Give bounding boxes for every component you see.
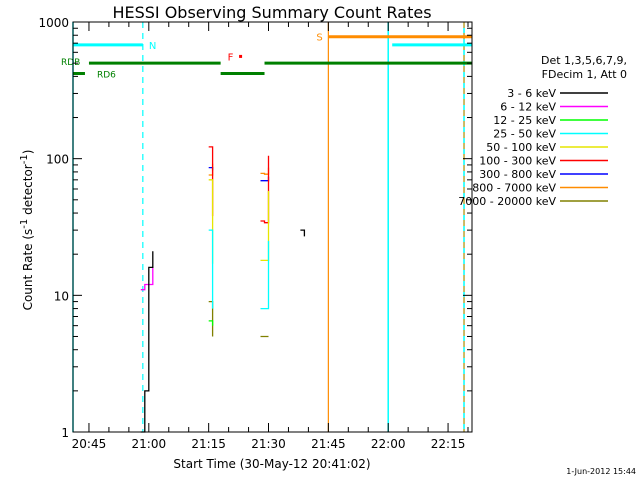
x-tick-label-4: 21:45: [311, 437, 346, 451]
y-axis-label-middle: detector: [21, 164, 35, 219]
axes: 1 10 100 1000 20:45 21:00 21:15 21:30 21:45 22:00…: [38, 16, 473, 451]
legend-label-7: 800 - 7000 keV: [472, 182, 556, 195]
y-axis-label-prefix: Count Rate (s: [21, 229, 35, 311]
legend-header-0: Det 1,3,5,6,7,9,: [541, 54, 627, 67]
series-1-line: [140, 267, 154, 291]
y-tick-label-1: 10: [54, 289, 69, 303]
s-label: S: [316, 33, 322, 44]
legend-label-4: 50 - 100 keV: [486, 141, 556, 154]
series-5-line: [208, 146, 270, 224]
series-4-line: [208, 179, 270, 264]
x-tick-label-0: 20:45: [72, 437, 107, 451]
x-tick-label-5: 22:00: [371, 437, 406, 451]
series-6-line: [208, 166, 270, 182]
series-3-line: [208, 229, 270, 310]
rd6-label: RD6: [97, 70, 116, 80]
y-tick-label-0: 1: [61, 426, 69, 440]
legend: Det 1,3,5,6,7,9,FDecim 1, Att 0 3 - 6 keV…: [458, 54, 627, 208]
x-axis-label: Start Time (30-May-12 20:41:02): [173, 457, 370, 471]
y-tick-label-2: 100: [46, 153, 69, 167]
legend-label-2: 12 - 25 keV: [493, 114, 556, 127]
y-axis-label: Count Rate (s-1 detector-1): [19, 150, 35, 311]
series-0-line: [140, 229, 306, 433]
y-axis-label-exp-2: -1: [19, 154, 30, 164]
legend-label-1: 6 - 12 keV: [500, 101, 556, 114]
rdb-label: RDB: [61, 58, 80, 68]
legend-label-0: 3 - 6 keV: [507, 87, 556, 100]
y-axis-label-suffix: ): [21, 150, 35, 155]
series-2-line: [208, 320, 214, 326]
y-axis-label-exp: -1: [19, 219, 30, 229]
legend-header-1: FDecim 1, Att 0: [542, 68, 627, 81]
chart-title: HESSI Observing Summary Count Rates: [112, 3, 431, 22]
x-tick-label-3: 21:30: [251, 437, 286, 451]
legend-label-6: 300 - 800 keV: [479, 168, 556, 181]
flare-label: F: [228, 52, 234, 63]
series-7-line: [208, 163, 270, 176]
plot-timestamp: 1-Jun-2012 15:44: [566, 467, 636, 476]
night-label: N: [149, 41, 156, 52]
plot-frame: [72, 21, 473, 433]
legend-label-5: 100 - 300 keV: [479, 155, 556, 168]
legend-label-3: 25 - 50 keV: [493, 128, 556, 141]
flare-marker: [239, 54, 243, 58]
legend-label-8: 7000 - 20000 keV: [458, 195, 556, 208]
y-tick-label-3: 1000: [38, 16, 69, 30]
x-tick-label-2: 21:15: [191, 437, 226, 451]
series-8-line: [208, 300, 269, 338]
plot-area: N S F RDB RD6: [61, 22, 472, 433]
x-tick-label-6: 22:15: [431, 437, 466, 451]
x-tick-label-1: 21:00: [132, 437, 167, 451]
